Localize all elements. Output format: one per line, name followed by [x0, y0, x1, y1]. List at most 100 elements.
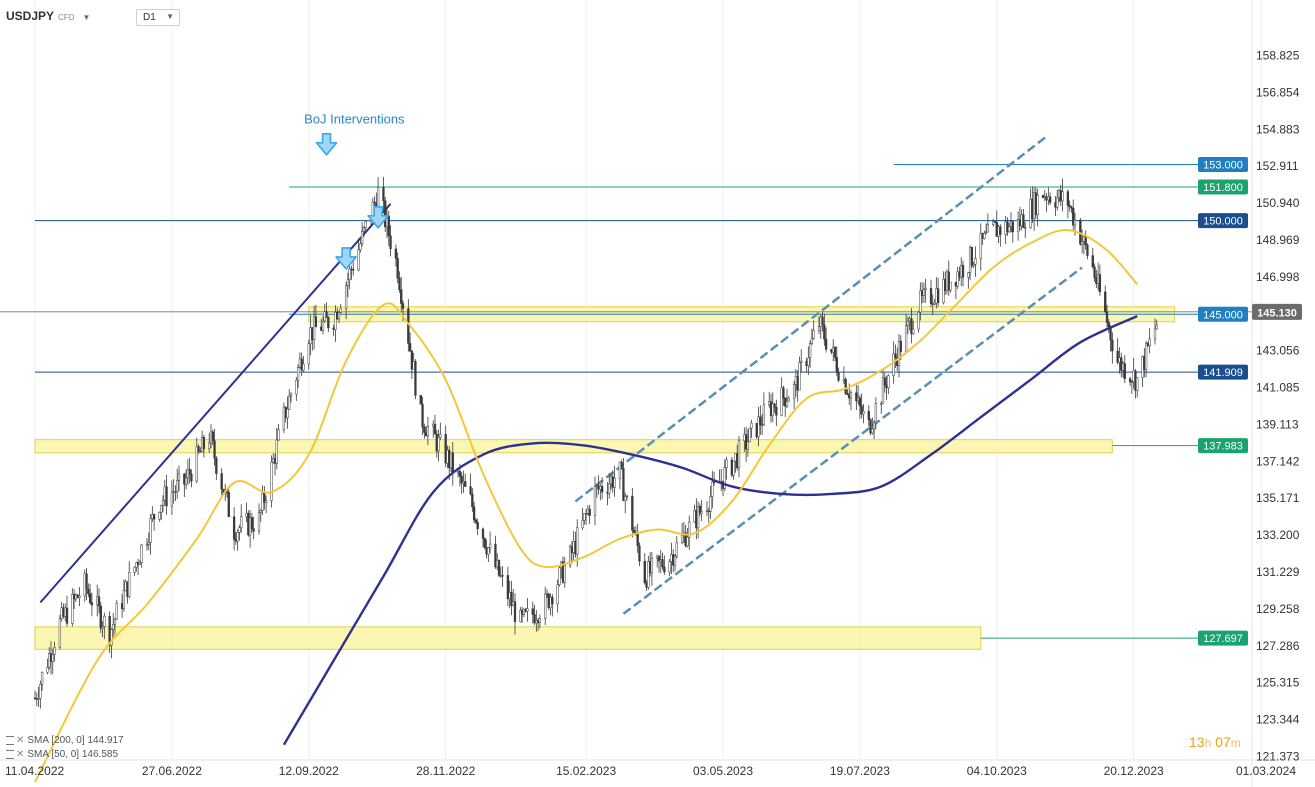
level-badge	[1198, 179, 1248, 195]
candle-body	[362, 227, 366, 232]
close-icon[interactable]: ✕	[16, 735, 25, 746]
candle-body	[1123, 363, 1126, 379]
candle-body	[972, 263, 975, 266]
y-tick-label: 133.200	[1256, 528, 1300, 542]
candle-body	[526, 608, 529, 612]
price-axis[interactable]: 158.825 156.854 154.883 152.911 150.940 148.9…	[1256, 49, 1300, 764]
candle-body	[398, 277, 401, 290]
candle-body	[936, 288, 940, 303]
candle-body	[748, 427, 751, 443]
candle-body	[657, 555, 661, 562]
down-arrow-icon	[367, 206, 389, 229]
candle-body	[584, 513, 588, 515]
candle-body	[257, 512, 261, 532]
legend-sma50[interactable]: ✕ SMA [50, 0] 146.585	[6, 749, 118, 760]
candle-body	[474, 519, 478, 523]
candle-body	[506, 575, 510, 600]
candle-body	[812, 330, 815, 339]
legend-sma200[interactable]: ✕ SMA [200, 0] 144.917	[6, 735, 124, 746]
candle-body	[437, 436, 440, 452]
candle-body	[551, 596, 554, 605]
candle-body	[810, 337, 814, 344]
candle-body	[631, 495, 634, 531]
candle-body	[289, 393, 293, 397]
down-arrow-icon	[335, 247, 357, 270]
candle-body	[1011, 221, 1014, 233]
candle-body	[993, 221, 997, 223]
candle-body	[696, 506, 700, 529]
candle-body	[1068, 205, 1071, 208]
candle-body	[680, 534, 684, 544]
candle-body	[423, 426, 426, 433]
candle-body	[152, 514, 156, 520]
y-tick-label: 123.344	[1256, 713, 1300, 727]
candle-body	[924, 287, 927, 290]
candle-body	[883, 377, 886, 386]
candle-body	[917, 311, 920, 330]
candle-body	[780, 387, 783, 416]
candle-body	[871, 428, 874, 434]
candle-body	[170, 491, 174, 507]
y-tick-label: 121.373	[1256, 750, 1300, 764]
candle-body	[53, 647, 56, 655]
candle-body	[275, 439, 278, 464]
candle-body	[712, 481, 716, 484]
candle-body	[165, 486, 168, 507]
level-badge-label: 127.697	[1203, 633, 1243, 645]
candle-body	[698, 506, 702, 514]
candle-body	[899, 340, 902, 352]
support-resistance-zones	[34, 306, 1176, 650]
candle-body	[158, 512, 161, 520]
candle-body	[122, 590, 126, 610]
candle-body	[277, 429, 280, 441]
candle-body	[307, 343, 310, 365]
level-badge-label: 137.983	[1203, 441, 1243, 453]
candle-body	[444, 434, 447, 464]
candle-body	[286, 408, 289, 419]
candle-body	[887, 375, 890, 389]
x-tick-label: 03.05.2023	[693, 764, 753, 778]
annotation-boj-interventions: BoJ Interventions	[304, 111, 405, 126]
timer-hours: 13	[1189, 734, 1205, 750]
candle-body	[451, 452, 454, 474]
candle-body	[232, 516, 236, 540]
candle-body	[387, 215, 390, 236]
candle-body	[360, 230, 364, 244]
y-tick-label: 127.286	[1256, 639, 1300, 653]
candle-body	[583, 513, 586, 521]
candle-body	[1098, 274, 1102, 293]
level-badge	[1198, 630, 1248, 646]
candle-body	[910, 318, 913, 334]
candle-body	[673, 555, 677, 566]
candle-body	[327, 317, 330, 329]
timeframe-selector[interactable]: D1 ▼	[136, 9, 180, 26]
candle-body	[1107, 322, 1110, 328]
timeframe-value: D1	[143, 12, 156, 23]
time-axis[interactable]: 11.04.2022 27.06.2022 12.09.2022 28.11.2022…	[5, 764, 1296, 778]
candle-body	[113, 618, 117, 625]
candle-body	[85, 573, 88, 590]
candle-body	[394, 248, 398, 259]
intervention-arrows	[315, 133, 389, 270]
candle-body	[149, 518, 152, 543]
close-icon[interactable]: ✕	[16, 749, 25, 760]
candle-body	[364, 221, 367, 228]
y-tick-label: 150.940	[1256, 196, 1300, 210]
x-tick-label: 04.10.2023	[967, 764, 1027, 778]
channel-lower-line	[622, 266, 1083, 615]
symbol-selector[interactable]: USDJPY CFD ▼	[6, 9, 90, 23]
candle-body	[632, 530, 636, 533]
candle-body	[785, 400, 789, 407]
candle-body	[37, 698, 40, 700]
candle-body	[522, 609, 526, 615]
candle-body	[858, 397, 862, 407]
candle-body	[1008, 226, 1011, 233]
candle-body	[1128, 378, 1132, 383]
symbol-name: USDJPY	[6, 9, 55, 23]
candle-body	[389, 235, 392, 250]
candle-body	[688, 521, 691, 538]
candle-body	[949, 281, 952, 291]
candle-body	[576, 527, 579, 555]
candle-body	[800, 360, 803, 363]
